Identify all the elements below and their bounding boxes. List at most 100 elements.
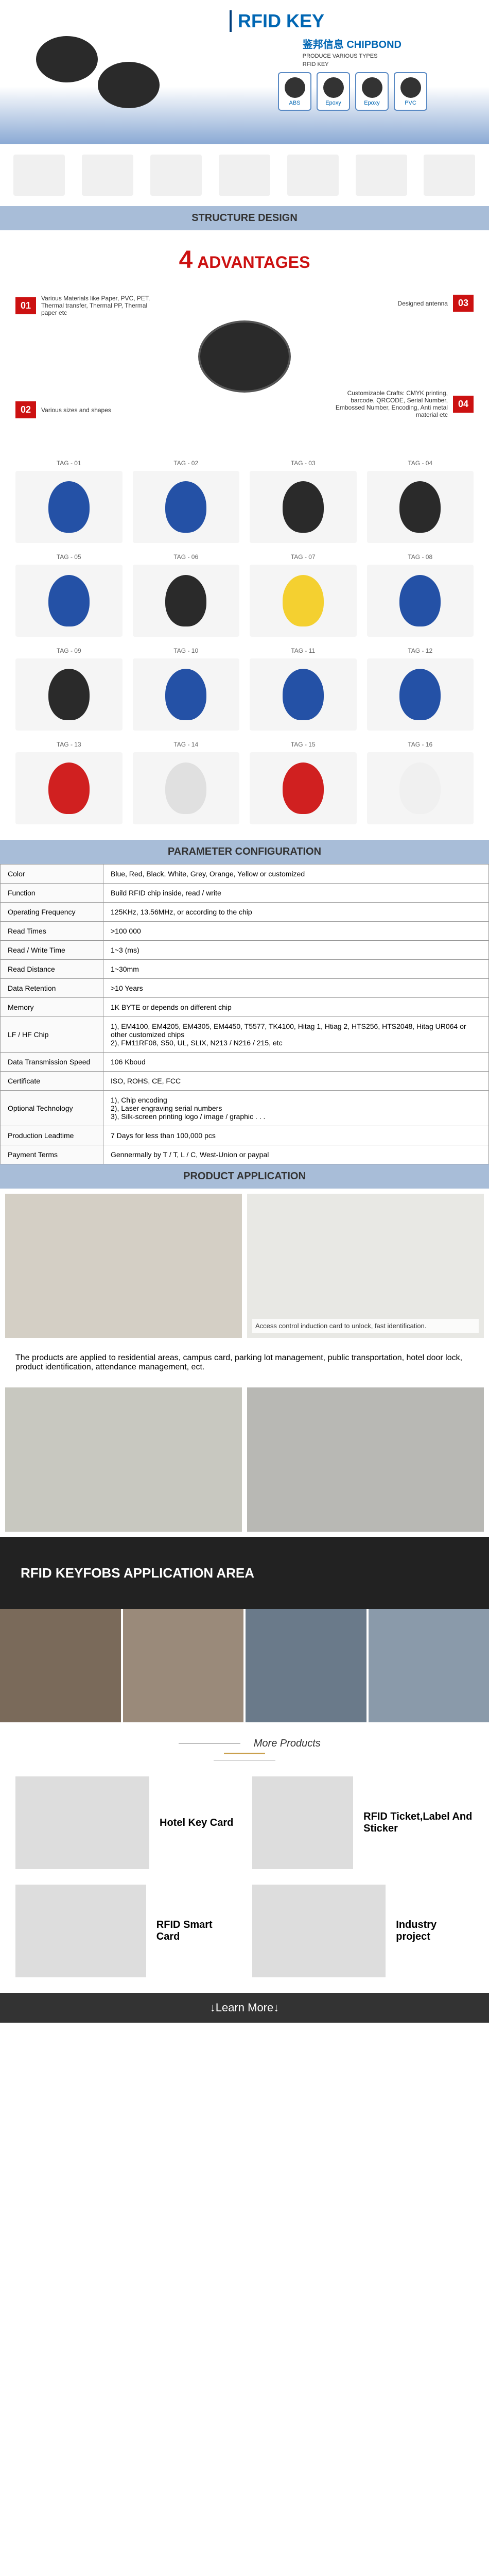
more-product-item[interactable]: RFID Ticket,Label And Sticker: [252, 1776, 474, 1869]
tag-image: [250, 565, 357, 637]
tag-image: [250, 752, 357, 824]
tag-image: [367, 471, 474, 543]
tag-item: TAG - 12: [367, 647, 474, 731]
hero-type-item: Epoxy: [355, 72, 389, 111]
advantages-layout: 01 Various Materials like Paper, PVC, PE…: [15, 284, 474, 429]
more-products-section: More Products Hotel Key CardRFID Ticket,…: [0, 1722, 489, 1993]
tag-label: TAG - 09: [15, 647, 123, 654]
table-row: Data Transmission Speed106 Kboud: [1, 1053, 489, 1072]
application-image: [5, 1194, 242, 1338]
advantage-text: Various sizes and shapes: [41, 406, 111, 414]
more-products-grid: Hotel Key Card RFID Ticket,Label And Stic…: [15, 1776, 474, 1977]
tag-image: [367, 752, 474, 824]
tag-item: TAG - 01: [15, 460, 123, 543]
more-product-label: Industry project: [396, 1919, 474, 1943]
tag-item: TAG - 08: [367, 553, 474, 637]
advantage-text: Designed antenna: [398, 300, 448, 307]
tag-item: TAG - 14: [133, 741, 240, 824]
param-name: Payment Terms: [1, 1145, 103, 1164]
advantages-title: 4 ADVANTAGES: [15, 246, 474, 274]
param-value: 1), EM4100, EM4205, EM4305, EM4450, T557…: [103, 1017, 489, 1053]
table-row: FunctionBuild RFID chip inside, read / w…: [1, 884, 489, 903]
tag-item: TAG - 13: [15, 741, 123, 824]
table-row: Data Retention>10 Years: [1, 979, 489, 998]
param-name: Color: [1, 865, 103, 884]
tag-image: [133, 658, 240, 731]
advantage-num: 04: [453, 396, 474, 413]
more-product-item[interactable]: Hotel Key Card: [15, 1776, 237, 1869]
tag-label: TAG - 04: [367, 460, 474, 467]
tag-label: TAG - 03: [250, 460, 357, 467]
hero-type-item: PVC: [394, 72, 427, 111]
tag-image: [133, 752, 240, 824]
advantages-section: 4 ADVANTAGES 01 Various Materials like P…: [0, 230, 489, 444]
application-description: The products are applied to residential …: [0, 1343, 489, 1382]
tag-item: TAG - 15: [250, 741, 357, 824]
tag-item: TAG - 05: [15, 553, 123, 637]
tag-label: TAG - 15: [250, 741, 357, 748]
hero-product-image: [15, 21, 196, 124]
application-section: Access control induction card to unlock,…: [0, 1189, 489, 1722]
param-name: LF / HF Chip: [1, 1017, 103, 1053]
tags-grid: TAG - 01TAG - 02TAG - 03TAG - 04TAG - 05…: [0, 444, 489, 840]
more-product-item[interactable]: Industry project: [252, 1885, 474, 1977]
param-name: Data Transmission Speed: [1, 1053, 103, 1072]
product-thumb: [287, 155, 339, 196]
brand-logo: 鉴邦信息 CHIPBOND PRODUCE VARIOUS TYPES RFID…: [303, 36, 401, 67]
learn-more-button[interactable]: ↓Learn More↓: [0, 1993, 489, 2023]
tag-image: [367, 565, 474, 637]
hero-title: RFID KEY: [230, 10, 324, 32]
tag-image: [133, 565, 240, 637]
param-name: Function: [1, 884, 103, 903]
table-row: Memory1K BYTE or depends on different ch…: [1, 998, 489, 1017]
more-product-item[interactable]: RFID Smart Card: [15, 1885, 237, 1977]
table-row: Read / Write Time1~3 (ms): [1, 941, 489, 960]
param-value: >100 000: [103, 922, 489, 941]
param-value: Build RFID chip inside, read / write: [103, 884, 489, 903]
application-image: [247, 1387, 484, 1532]
advantage-item: 04 Customizable Crafts: CMYK printing, b…: [329, 389, 474, 418]
tag-image: [250, 471, 357, 543]
more-product-image: [15, 1885, 146, 1977]
hero-type-item: Epoxy: [317, 72, 350, 111]
tag-item: TAG - 10: [133, 647, 240, 731]
tag-image: [133, 471, 240, 543]
tag-label: TAG - 01: [15, 460, 123, 467]
param-name: Memory: [1, 998, 103, 1017]
tag-item: TAG - 06: [133, 553, 240, 637]
tag-item: TAG - 11: [250, 647, 357, 731]
application-banner: RFID KEYFOBS APPLICATION AREA: [0, 1537, 489, 1609]
application-gallery: [0, 1609, 489, 1722]
advantage-item: 02 Various sizes and shapes: [15, 401, 160, 418]
more-product-image: [15, 1776, 149, 1869]
param-value: 1K BYTE or depends on different chip: [103, 998, 489, 1017]
tag-label: TAG - 07: [250, 553, 357, 561]
param-name: Read Distance: [1, 960, 103, 979]
param-name: Read Times: [1, 922, 103, 941]
product-thumbnails: [0, 144, 489, 206]
param-name: Optional Technology: [1, 1091, 103, 1126]
param-name: Operating Frequency: [1, 903, 103, 922]
param-value: >10 Years: [103, 979, 489, 998]
more-product-label: Hotel Key Card: [160, 1817, 233, 1829]
advantages-word: ADVANTAGES: [197, 253, 310, 272]
tag-item: TAG - 03: [250, 460, 357, 543]
param-name: Production Leadtime: [1, 1126, 103, 1145]
product-thumb: [219, 155, 270, 196]
tag-item: TAG - 16: [367, 741, 474, 824]
table-row: Read Times>100 000: [1, 922, 489, 941]
tag-label: TAG - 08: [367, 553, 474, 561]
brand-cn: 鉴邦信息: [303, 39, 344, 50]
advantage-num: 03: [453, 295, 474, 312]
product-thumb: [82, 155, 133, 196]
param-value: Blue, Red, Black, White, Grey, Orange, Y…: [103, 865, 489, 884]
table-row: LF / HF Chip1), EM4100, EM4205, EM4305, …: [1, 1017, 489, 1053]
application-caption: Access control induction card to unlock,…: [252, 1319, 479, 1333]
params-table: ColorBlue, Red, Black, White, Grey, Oran…: [0, 864, 489, 1164]
product-thumb: [13, 155, 65, 196]
brand-name: CHIPBOND: [346, 39, 401, 50]
more-product-image: [252, 1776, 353, 1869]
table-row: Optional Technology1), Chip encoding 2),…: [1, 1091, 489, 1126]
tag-item: TAG - 09: [15, 647, 123, 731]
tag-label: TAG - 06: [133, 553, 240, 561]
